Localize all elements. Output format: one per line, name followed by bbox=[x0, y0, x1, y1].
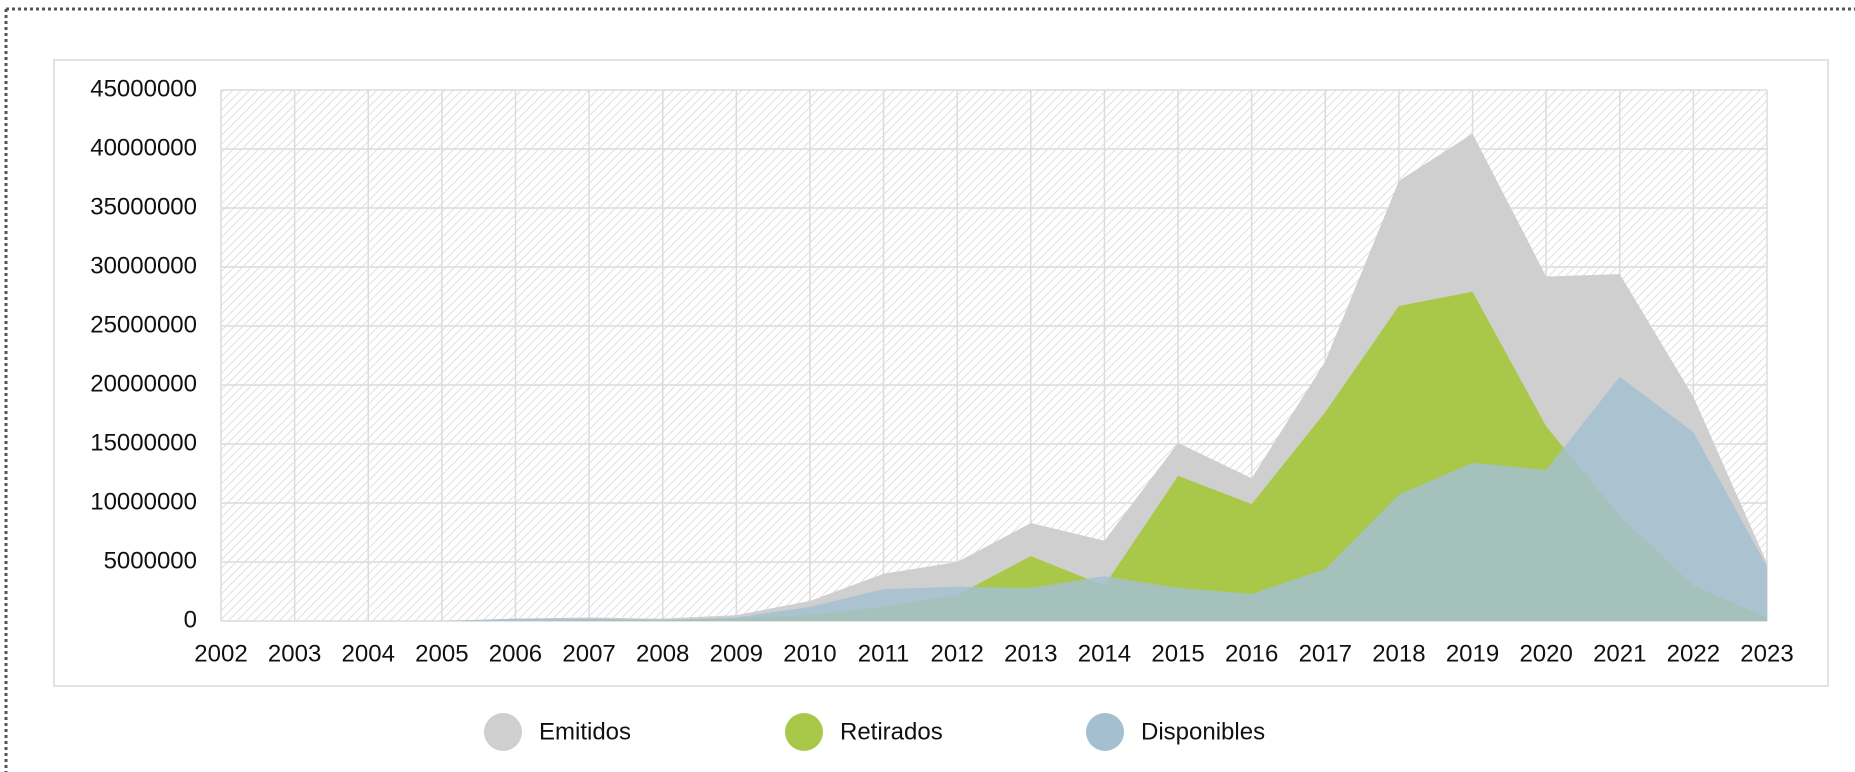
y-tick-label: 30000000 bbox=[90, 252, 197, 279]
x-tick-label: 2011 bbox=[858, 640, 910, 667]
y-tick-label: 25000000 bbox=[90, 311, 197, 338]
x-tick-label: 2021 bbox=[1593, 640, 1646, 667]
y-tick-label: 20000000 bbox=[90, 370, 197, 397]
x-tick-label: 2010 bbox=[783, 640, 836, 667]
legend-swatch bbox=[484, 713, 522, 751]
x-tick-label: 2002 bbox=[194, 640, 247, 667]
legend-label: Emitidos bbox=[539, 718, 631, 745]
legend-label: Disponibles bbox=[1141, 718, 1265, 745]
legend-label: Retirados bbox=[840, 718, 943, 745]
x-tick-label: 2017 bbox=[1299, 640, 1352, 667]
x-tick-label: 2022 bbox=[1667, 640, 1720, 667]
x-tick-label: 2018 bbox=[1372, 640, 1425, 667]
y-tick-label: 35000000 bbox=[90, 193, 197, 220]
y-tick-label: 5000000 bbox=[104, 547, 197, 574]
y-tick-label: 10000000 bbox=[90, 488, 197, 515]
x-tick-label: 2013 bbox=[1004, 640, 1057, 667]
y-tick-label: 15000000 bbox=[90, 429, 197, 456]
legend-swatch bbox=[785, 713, 823, 751]
y-tick-label: 45000000 bbox=[90, 75, 197, 102]
area bbox=[221, 376, 1767, 621]
x-tick-label: 2005 bbox=[415, 640, 468, 667]
x-tick-label: 2014 bbox=[1078, 640, 1131, 667]
x-tick-label: 2020 bbox=[1519, 640, 1572, 667]
x-tick-label: 2009 bbox=[710, 640, 763, 667]
x-tick-label: 2012 bbox=[930, 640, 983, 667]
legend-swatch bbox=[1086, 713, 1124, 751]
x-tick-label: 2006 bbox=[489, 640, 542, 667]
x-tick-label: 2016 bbox=[1225, 640, 1278, 667]
x-tick-label: 2015 bbox=[1151, 640, 1204, 667]
x-tick-label: 2007 bbox=[562, 640, 615, 667]
x-tick-label: 2003 bbox=[268, 640, 321, 667]
x-tick-label: 2019 bbox=[1446, 640, 1499, 667]
x-tick-label: 2023 bbox=[1740, 640, 1793, 667]
y-tick-label: 0 bbox=[184, 606, 197, 633]
x-tick-label: 2008 bbox=[636, 640, 689, 667]
x-tick-label: 2004 bbox=[342, 640, 395, 667]
y-tick-label: 40000000 bbox=[90, 134, 197, 161]
